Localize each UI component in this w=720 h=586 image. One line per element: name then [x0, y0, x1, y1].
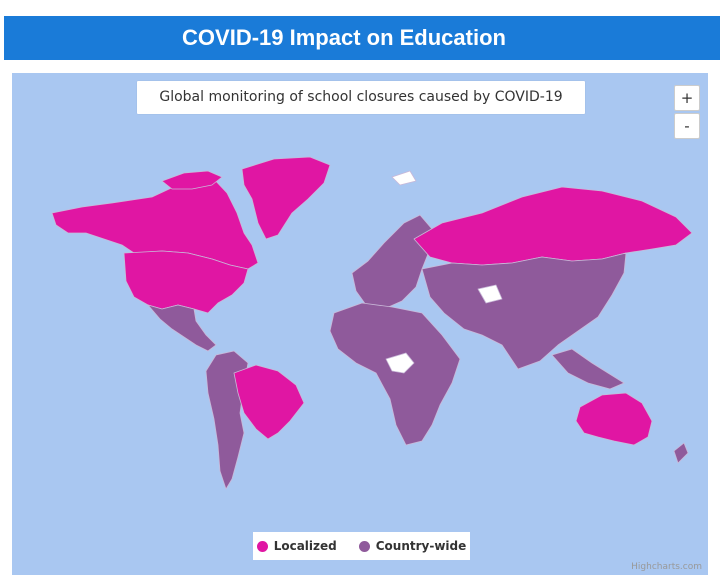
page-title: COVID-19 Impact on Education	[182, 25, 506, 50]
zoom-out-button[interactable]: -	[674, 113, 700, 139]
region-russia[interactable]	[413, 186, 693, 266]
region-no-data-1[interactable]	[385, 352, 415, 374]
region-southeast-asia[interactable]	[551, 348, 625, 390]
region-mexico[interactable]	[147, 304, 217, 352]
region-no-data-3[interactable]	[391, 170, 417, 186]
header-banner: COVID-19 Impact on Education	[4, 16, 720, 60]
region-africa[interactable]	[329, 302, 461, 446]
credits-link[interactable]: Highcharts.com	[631, 562, 702, 572]
region-brazil[interactable]	[233, 364, 305, 440]
region-asia[interactable]	[421, 252, 627, 370]
map-legend: Localized Country-wide	[253, 532, 470, 560]
legend-item-country-wide[interactable]: Country-wide	[358, 539, 467, 553]
legend-item-localized[interactable]: Localized	[256, 539, 337, 553]
region-no-data-2[interactable]	[477, 284, 503, 304]
region-greenland[interactable]	[241, 156, 331, 240]
legend-label-localized: Localized	[273, 539, 337, 553]
region-europe[interactable]	[351, 214, 433, 310]
legend-dot-country-wide	[358, 540, 370, 552]
region-usa[interactable]	[123, 250, 249, 314]
region-new-zealand[interactable]	[673, 442, 689, 464]
map-subtitle: Global monitoring of school closures cau…	[137, 81, 585, 114]
region-arctic-islands[interactable]	[161, 170, 223, 190]
zoom-in-button[interactable]: +	[674, 85, 700, 111]
legend-dot-localized	[256, 540, 268, 552]
world-map[interactable]: Global monitoring of school closures cau…	[12, 73, 708, 575]
legend-label-country-wide: Country-wide	[375, 539, 467, 553]
map-canvas[interactable]	[12, 73, 708, 575]
region-australia[interactable]	[575, 392, 653, 446]
